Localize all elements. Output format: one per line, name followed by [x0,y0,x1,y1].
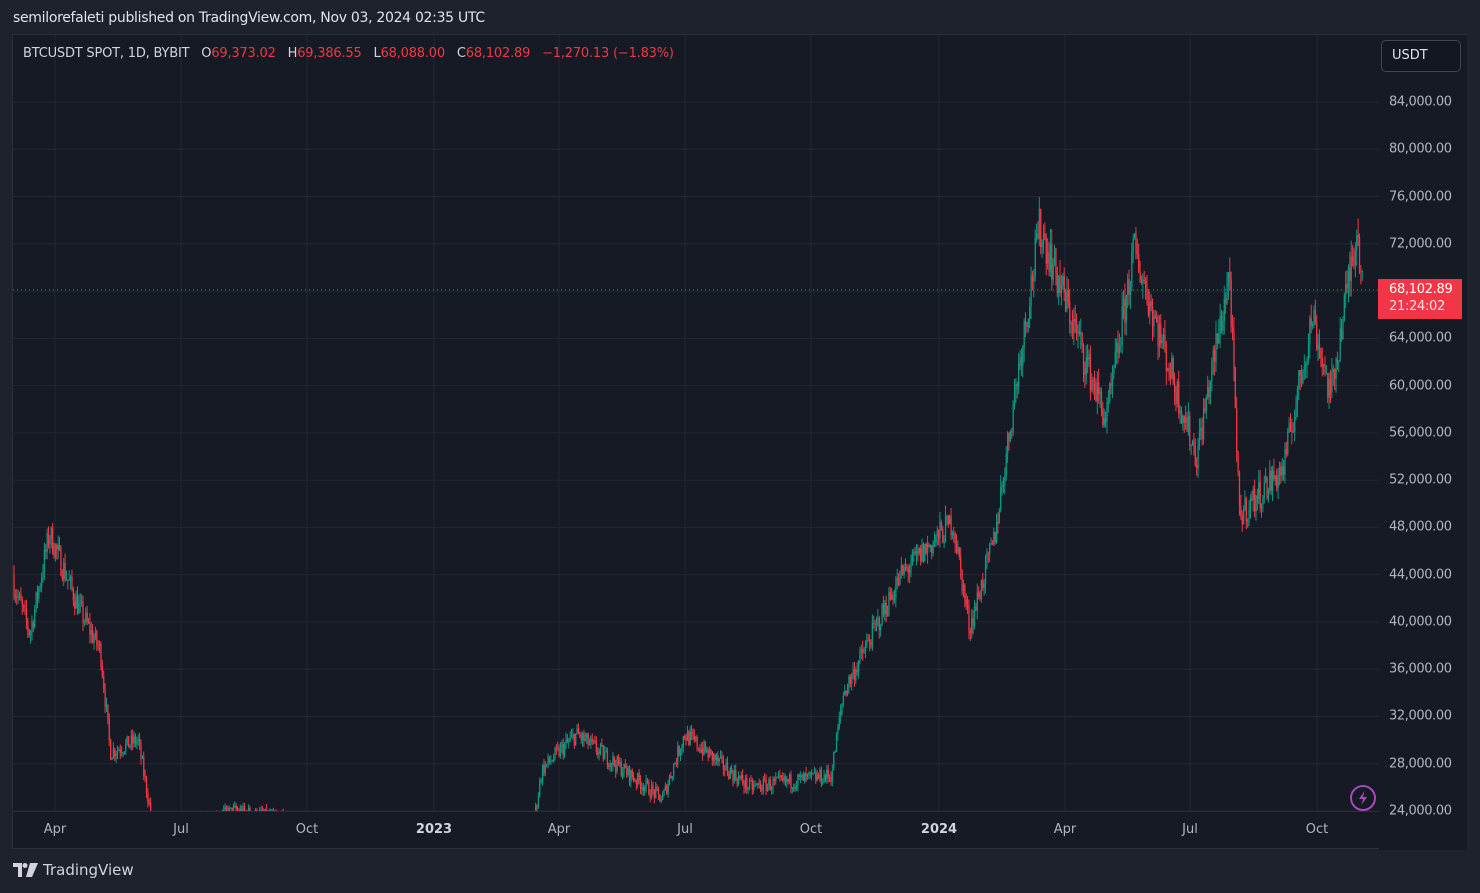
last-price-value: 68,102.89 [1389,282,1453,297]
price-tick: 44,000.00 [1389,567,1452,583]
low-value: 68,088.00 [380,46,446,61]
price-tick: 24,000.00 [1389,803,1452,819]
price-tick: 80,000.00 [1389,141,1452,157]
price-tick: 56,000.00 [1389,425,1452,441]
close-value: 68,102.89 [465,46,531,61]
price-tick: 52,000.00 [1389,472,1452,488]
price-tick: 36,000.00 [1389,661,1452,677]
price-tick: 72,000.00 [1389,236,1452,252]
currency-button[interactable]: USDT [1381,40,1461,72]
time-tick: Oct [1305,822,1329,837]
time-tick: Oct [295,822,319,837]
change-value: −1,270.13 (−1.83%) [542,46,674,61]
bar-countdown: 21:24:02 [1389,299,1445,314]
symbol-label[interactable]: BTCUSDT SPOT, 1D, BYBIT [23,46,190,61]
tradingview-logo-icon [13,863,38,877]
price-tick: 84,000.00 [1389,94,1452,110]
close-label: C [456,46,466,61]
chart-frame: BTCUSDT SPOT, 1D, BYBIT O69,373.02 H69,3… [12,34,1467,850]
time-tick: 2024 [920,822,958,837]
time-axis[interactable]: Apr Jul Oct 2023 Apr Jul Oct 2024 Apr Jul Oct [13,811,1379,849]
last-price-badge: 68,102.89 21:24:02 [1378,279,1462,319]
tradingview-footer[interactable]: TradingView [13,861,134,879]
high-value: 69,386.55 [297,46,362,61]
time-tick: Jul [677,822,693,837]
published-caption: semilorefaleti published on TradingView.… [13,10,485,26]
open-label: O [201,46,212,61]
lightning-bolt-icon[interactable] [1350,785,1376,811]
time-tick: Apr [1053,822,1077,837]
price-tick: 64,000.00 [1389,330,1452,346]
time-tick: Jul [173,822,189,837]
chart-plot-area[interactable]: BTCUSDT SPOT, 1D, BYBIT O69,373.02 H69,3… [13,35,1379,811]
time-tick: Apr [547,822,571,837]
time-tick: Apr [43,822,67,837]
high-label: H [287,46,298,61]
candlestick-chart[interactable] [13,35,1379,811]
open-value: 69,373.02 [211,46,276,61]
price-tick: 28,000.00 [1389,756,1452,772]
price-tick: 40,000.00 [1389,614,1452,630]
price-tick: 76,000.00 [1389,189,1452,205]
candles [13,196,1363,811]
low-label: L [373,46,381,61]
ohlc-legend: BTCUSDT SPOT, 1D, BYBIT O69,373.02 H69,3… [23,46,674,61]
price-tick: 48,000.00 [1389,519,1452,535]
time-tick: Jul [1182,822,1198,837]
price-tick: 60,000.00 [1389,378,1452,394]
time-tick: Oct [799,822,823,837]
price-axis[interactable]: USDT 84,000.00 80,000.00 76,000.00 72,000.0… [1379,35,1467,850]
price-tick: 32,000.00 [1389,708,1452,724]
tradingview-brand: TradingView [43,861,134,879]
time-tick: 2023 [415,822,453,837]
